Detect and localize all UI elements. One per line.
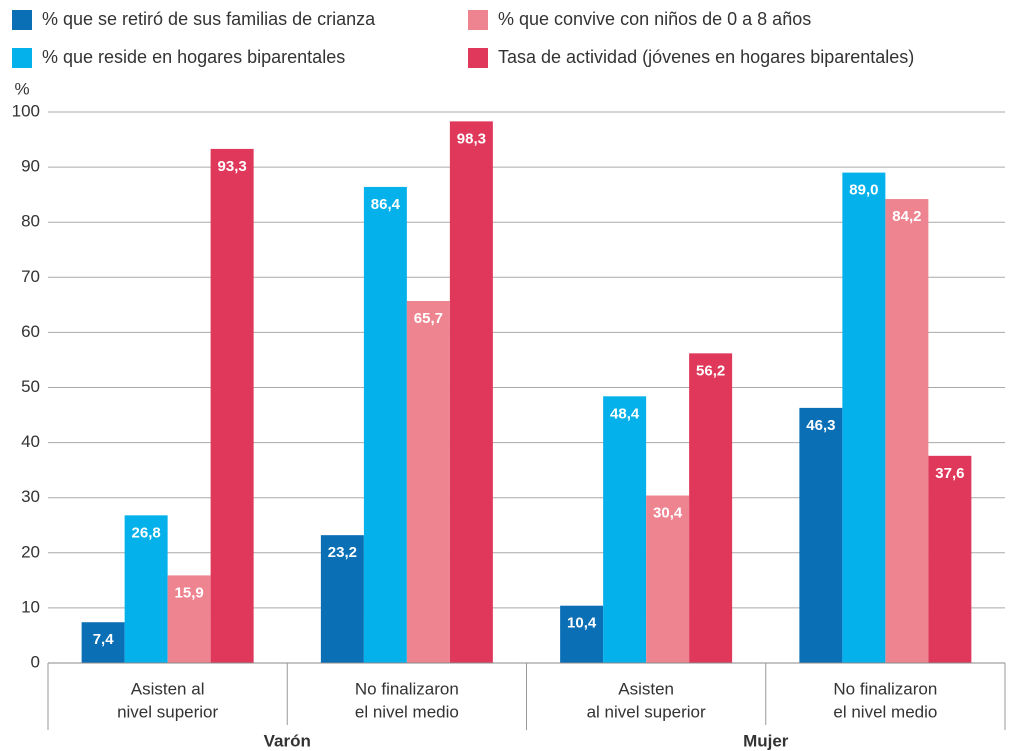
- value-label: 10,4: [567, 615, 597, 632]
- bar: [560, 605, 604, 663]
- bar: [689, 353, 733, 663]
- bar: [81, 622, 125, 663]
- y-tick-label: 100: [12, 101, 40, 120]
- y-tick-label: 0: [31, 652, 40, 671]
- bar: [449, 121, 493, 663]
- value-label: 37,6: [935, 465, 964, 482]
- bar: [799, 407, 843, 663]
- x-tick-label: al nivel superior: [587, 702, 706, 721]
- legend-label: % que se retiró de sus familias de crian…: [42, 9, 376, 29]
- group-label: Mujer: [743, 731, 789, 750]
- value-label: 65,7: [414, 310, 443, 327]
- bar: [406, 300, 450, 663]
- x-tick-label: Asisten: [618, 679, 674, 698]
- value-label: 93,3: [218, 158, 247, 175]
- x-tick-label: No finalizaron: [833, 679, 937, 698]
- group-label: Varón: [264, 731, 311, 750]
- value-label: 56,2: [696, 362, 725, 379]
- legend-label: % que convive con niños de 0 a 8 años: [498, 9, 811, 29]
- y-tick-label: 90: [21, 157, 40, 176]
- bar: [210, 148, 254, 664]
- bar: [842, 172, 886, 664]
- x-tick-label: Asisten al: [131, 679, 205, 698]
- x-tick-label: el nivel medio: [355, 702, 459, 721]
- y-tick-label: 40: [21, 432, 40, 451]
- bar: [928, 455, 972, 663]
- value-label: 46,3: [806, 417, 835, 434]
- legend-swatch: [12, 48, 32, 68]
- value-label: 89,0: [849, 182, 878, 199]
- bar: [603, 396, 647, 663]
- x-tick-label: No finalizaron: [355, 679, 459, 698]
- value-label: 48,4: [610, 405, 640, 422]
- value-label: 7,4: [93, 631, 115, 648]
- y-tick-label: 10: [21, 597, 40, 616]
- value-label: 23,2: [328, 544, 357, 561]
- y-axis-label: %: [14, 79, 29, 98]
- y-tick-label: 20: [21, 542, 40, 561]
- bar: [320, 535, 364, 663]
- value-label: 98,3: [457, 130, 486, 147]
- bar: [363, 186, 407, 663]
- legend-label: % que reside en hogares biparentales: [42, 47, 345, 67]
- bar: [646, 495, 690, 663]
- value-label: 15,9: [175, 584, 204, 601]
- legend-swatch: [468, 10, 488, 30]
- legend-swatch: [468, 48, 488, 68]
- value-label: 26,8: [132, 524, 161, 541]
- y-tick-label: 30: [21, 487, 40, 506]
- value-label: 86,4: [371, 196, 401, 213]
- value-label: 84,2: [892, 208, 921, 225]
- y-tick-label: 50: [21, 377, 40, 396]
- legend-swatch: [12, 10, 32, 30]
- legend-label: Tasa de actividad (jóvenes en hogares bi…: [498, 47, 914, 67]
- y-tick-label: 80: [21, 212, 40, 231]
- value-label: 30,4: [653, 504, 683, 521]
- bar: [167, 575, 211, 663]
- bar: [885, 199, 929, 664]
- x-tick-label: el nivel medio: [833, 702, 937, 721]
- y-tick-label: 70: [21, 267, 40, 286]
- y-tick-label: 60: [21, 322, 40, 341]
- x-tick-label: nivel superior: [117, 702, 218, 721]
- bar: [124, 515, 168, 663]
